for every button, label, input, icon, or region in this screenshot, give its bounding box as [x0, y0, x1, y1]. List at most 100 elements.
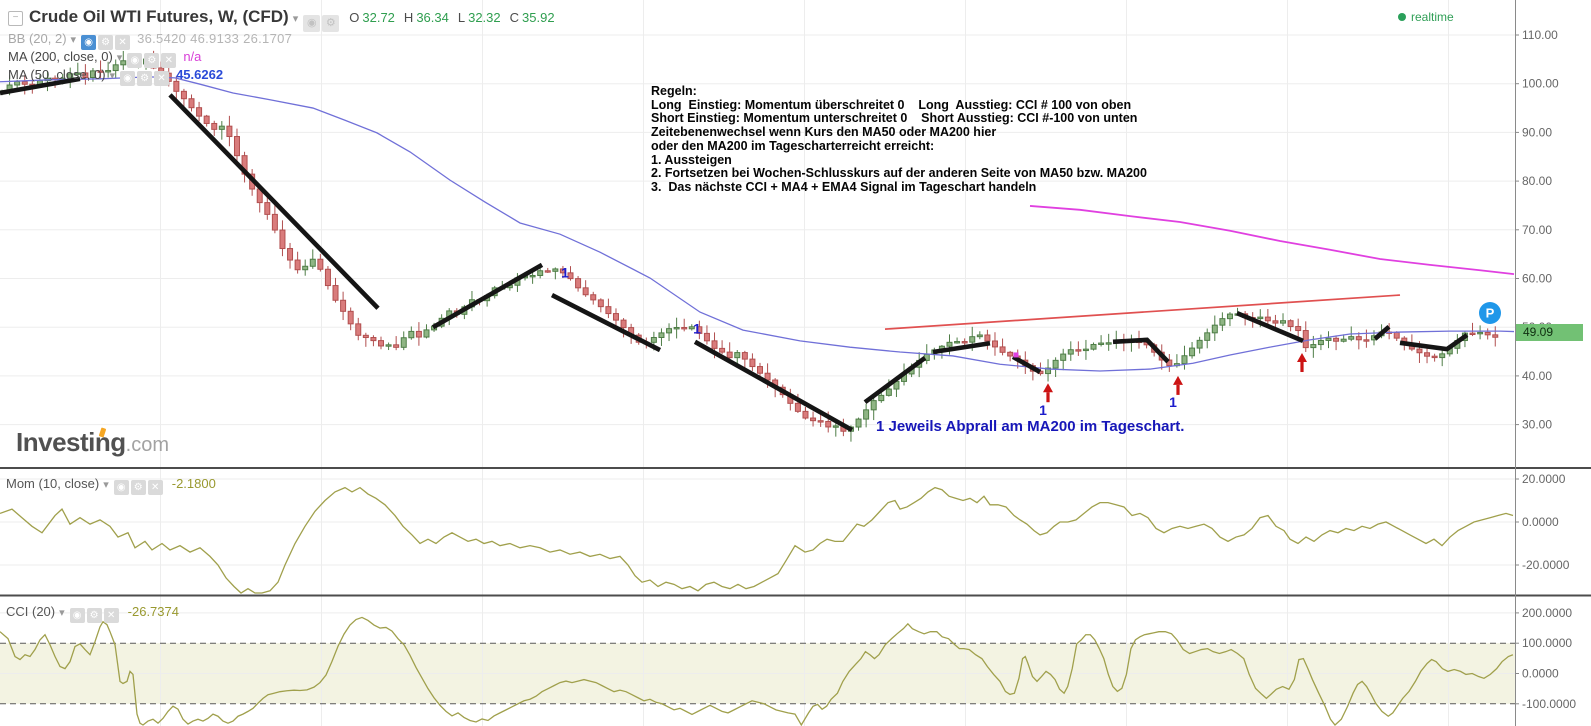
eye-icon[interactable]: ◉ [303, 15, 321, 32]
bb-close-icon[interactable]: ✕ [115, 35, 131, 50]
buy-arrow-markers [1043, 353, 1307, 403]
ma50-gear-icon[interactable]: ⚙ [137, 71, 153, 86]
chart-header: − Crude Oil WTI Futures, W, (CFD) ▾ ◉ ⚙ O 32.7… [8, 7, 555, 32]
realtime-dot-icon [1398, 13, 1406, 21]
rules-line: Short Einstieg: Momentum unterschreitet … [651, 111, 1138, 126]
svg-text:P: P [1486, 306, 1495, 321]
momentum-line [0, 486, 1514, 594]
black-trend-segment [693, 339, 854, 432]
ma200-chevron-down-icon[interactable]: ▾ [116, 52, 123, 64]
investing-watermark[interactable]: Investing.com [16, 427, 169, 458]
svg-text:20.0000: 20.0000 [1522, 472, 1566, 486]
cci-close-icon[interactable]: ✕ [103, 608, 119, 623]
svg-text:0.0000: 0.0000 [1522, 515, 1559, 529]
ma50-eye-icon[interactable]: ◉ [120, 71, 136, 86]
black-trend-segment [863, 356, 927, 405]
momentum-gear-icon[interactable]: ⚙ [130, 480, 146, 495]
current-price-label: 49.09 [1516, 324, 1583, 341]
svg-text:0.0000: 0.0000 [1522, 667, 1559, 681]
horizontal-gridlines [0, 34, 1515, 674]
watermark-tld: .com [125, 434, 169, 456]
legend-row-ma50: MA (50, close, 0) ▾ ◉ ⚙ ✕ 45.6262 [8, 67, 224, 86]
momentum-close-icon[interactable]: ✕ [147, 480, 163, 495]
ma200-label[interactable]: MA (200, close, 0) [8, 49, 113, 64]
svg-text:90.00: 90.00 [1522, 125, 1552, 139]
legend-row-bb: BB (20, 2) ▾ ◉ ⚙ ✕ 36.5420 46.9133 26.1707 [8, 31, 293, 50]
cci-line [0, 616, 1514, 726]
red-trendline [884, 294, 1401, 330]
black-trend-segment [1236, 310, 1304, 343]
ma50-value: 45.6262 [176, 67, 224, 82]
black-trend-segment [1373, 324, 1391, 341]
black-trend-segment [1011, 354, 1042, 375]
black-trend-segment [550, 293, 662, 353]
open-label: O [349, 10, 360, 25]
price-axis-labels: 110.00100.0090.0080.0070.0060.0050.0040.… [1522, 28, 1576, 711]
cci-value: -26.7374 [127, 604, 179, 619]
ma50-chevron-down-icon[interactable]: ▾ [109, 70, 116, 82]
cci-eye-icon[interactable]: ◉ [69, 608, 85, 623]
svg-text:80.00: 80.00 [1522, 174, 1552, 188]
collapse-series-icon[interactable]: − [8, 11, 23, 26]
svg-text:200.0000: 200.0000 [1522, 606, 1572, 620]
p-badge-icon [1479, 302, 1501, 324]
magenta-dot-marker [1013, 352, 1019, 358]
cci-band-borders [0, 642, 1515, 705]
rules-line: 1. Aussteigen [651, 152, 732, 167]
bb-chevron-down-icon[interactable]: ▾ [70, 34, 77, 46]
bb-values: 36.5420 46.9133 26.1707 [137, 31, 293, 46]
cci-panel-header: CCI (20) ▾ ◉ ⚙ ✕ -26.7374 [6, 604, 179, 623]
rules-line: 3. Das nächste CCI + MA4 + EMA4 Signal i… [651, 179, 1037, 194]
symbol-chevron-down-icon[interactable]: ▾ [292, 13, 299, 25]
cci-label[interactable]: CCI (20) [6, 604, 56, 619]
momentum-panel-header: Mom (10, close) ▾ ◉ ⚙ ✕ -2.1800 [6, 476, 216, 495]
momentum-chevron-down-icon[interactable]: ▾ [103, 479, 109, 491]
svg-text:30.00: 30.00 [1522, 418, 1552, 432]
rules-line: oder den MA200 im Tagescharterreicht err… [651, 138, 935, 153]
cci-chevron-down-icon[interactable]: ▾ [59, 607, 65, 619]
symbol-title[interactable]: Crude Oil WTI Futures, W, (CFD) [29, 7, 289, 26]
high-value: 36.34 [416, 10, 449, 25]
momentum-label[interactable]: Mom (10, close) [6, 476, 100, 491]
svg-text:70.00: 70.00 [1522, 223, 1552, 237]
watermark-brand: Investing [16, 427, 126, 457]
black-trend-segment [168, 93, 380, 310]
svg-text:100.0000: 100.0000 [1522, 636, 1572, 650]
ma200-note-annotation[interactable]: 1 Jeweils Abprall am MA200 im Tageschart… [876, 418, 1185, 435]
svg-text:1: 1 [561, 265, 569, 281]
ma200-gear-icon[interactable]: ⚙ [144, 53, 160, 68]
ma50-label[interactable]: MA (50, close, 0) [8, 67, 106, 82]
candles-layer [0, 50, 1499, 442]
svg-text:40.00: 40.00 [1522, 369, 1552, 383]
rules-line: 2. Fortsetzen bei Wochen-Schlusskurs auf… [651, 166, 1147, 181]
svg-text:60.00: 60.00 [1522, 272, 1552, 286]
ma50-close-icon[interactable]: ✕ [154, 71, 170, 86]
low-label: L [457, 10, 466, 25]
bb-eye-icon[interactable]: ◉ [81, 35, 97, 50]
ma200-line [1029, 205, 1515, 276]
svg-text:100.00: 100.00 [1522, 77, 1559, 91]
rules-line: Long Einstieg: Momentum überschreitet 0 … [651, 97, 1132, 112]
one-markers: 1 1 1 1 [561, 265, 1177, 418]
rules-line: Regeln: [651, 84, 697, 98]
svg-text:-20.0000: -20.0000 [1522, 558, 1570, 572]
momentum-eye-icon[interactable]: ◉ [113, 480, 129, 495]
black-trend-segments [0, 76, 1469, 432]
cci-gear-icon[interactable]: ⚙ [86, 608, 102, 623]
ma200-close-icon[interactable]: ✕ [161, 53, 177, 68]
close-value: 35.92 [522, 10, 555, 25]
rules-annotation[interactable]: Regeln: Long Einstieg: Momentum überschr… [651, 84, 1147, 195]
svg-text:110.00: 110.00 [1522, 28, 1558, 42]
open-value: 32.72 [362, 10, 395, 25]
chart-body-layer: 1 1 1 1 P [0, 0, 1515, 726]
bb-label[interactable]: BB (20, 2) [8, 31, 67, 46]
ma200-eye-icon[interactable]: ◉ [127, 53, 143, 68]
low-value: 32.32 [468, 10, 501, 25]
black-trend-segment [431, 262, 544, 330]
gear-icon[interactable]: ⚙ [322, 15, 340, 32]
bb-gear-icon[interactable]: ⚙ [98, 35, 114, 50]
panel-separators [0, 467, 1591, 597]
ma50-line [0, 76, 1515, 372]
